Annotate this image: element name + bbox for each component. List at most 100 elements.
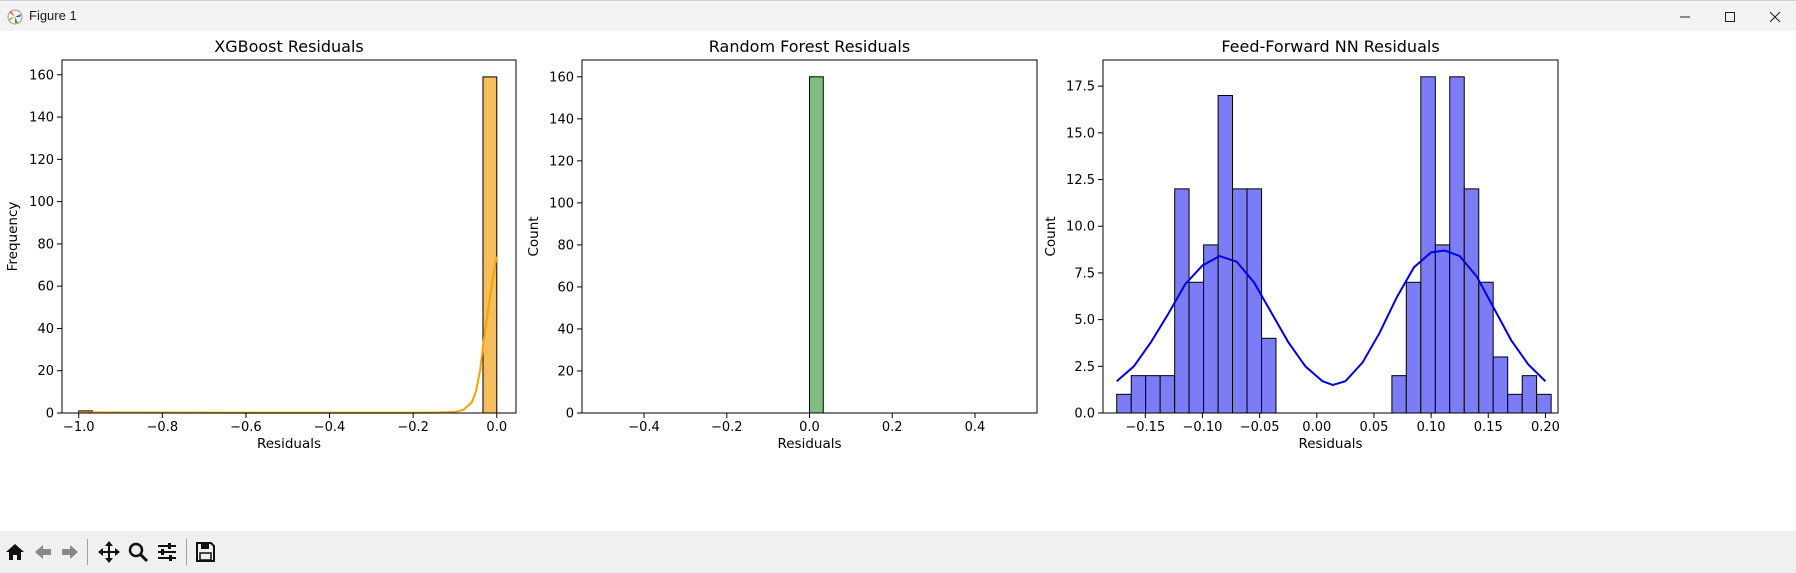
x-tick-label: 0.2 <box>882 420 903 435</box>
pan-button[interactable] <box>96 539 122 565</box>
x-tick-label: 0.00 <box>1302 420 1331 435</box>
y-tick-label: 20 <box>557 364 574 379</box>
x-tick-label: −0.05 <box>1240 420 1280 435</box>
zoom-button[interactable] <box>125 539 151 565</box>
x-tick-label: −0.8 <box>147 420 179 435</box>
figure-svg: −1.0 −0.8 −0.6 −0.4 −0.2 0.002040608010012014… <box>5 37 1560 452</box>
histogram-bar <box>1188 281 1205 414</box>
y-tick-label: 120 <box>29 153 54 168</box>
x-tick-label: 0.20 <box>1531 420 1560 435</box>
histogram-bar <box>1507 393 1523 414</box>
maximize-button[interactable] <box>1707 1 1753 32</box>
kde-line <box>78 256 498 414</box>
axes-frame <box>61 59 517 414</box>
x-axis-label: Residuals <box>1298 436 1362 452</box>
y-tick-label: 140 <box>549 112 574 127</box>
figure-canvas[interactable]: −1.0 −0.8 −0.6 −0.4 −0.2 0.0 0 20 40 60 80 100 120 14… <box>0 31 1796 531</box>
x-tick-label: −0.4 <box>628 420 660 435</box>
x-tick-label: −0.15 <box>1125 420 1165 435</box>
y-tick-label: 12.5 <box>1066 173 1095 188</box>
histogram-bar <box>1449 76 1465 414</box>
x-tick-label: −1.0 <box>63 420 95 435</box>
x-tick-label: 0.0 <box>486 420 507 435</box>
x-tick-label: −0.6 <box>230 420 262 435</box>
toolbar-separator <box>186 539 187 565</box>
chart-title: Random Forest Residuals <box>709 37 910 56</box>
y-tick-label: 160 <box>549 70 574 85</box>
window-title: Figure 1 <box>29 8 77 23</box>
minimize-icon <box>1680 16 1690 17</box>
close-button[interactable] <box>1752 1 1796 32</box>
y-tick-label: 40 <box>557 322 574 337</box>
configure-subplots-icon <box>158 543 176 561</box>
axes-frame <box>1102 59 1559 414</box>
pan-move-icon <box>98 541 120 563</box>
x-axis-label: Residuals <box>777 436 841 452</box>
y-tick-label: 15.0 <box>1066 126 1095 141</box>
y-tick-label: 40 <box>37 322 54 337</box>
histogram-bar <box>1130 375 1147 414</box>
y-tick-label: 120 <box>549 154 574 169</box>
back-button[interactable] <box>30 539 56 565</box>
y-tick-label: 60 <box>37 280 54 295</box>
histogram-bar <box>1261 337 1277 414</box>
histogram-bar <box>1246 188 1263 414</box>
y-axis-label: Count <box>1043 216 1059 256</box>
back-arrow-icon <box>35 545 51 559</box>
y-tick-label: 0 <box>46 407 54 422</box>
forward-arrow-icon <box>62 545 78 559</box>
navigation-toolbar <box>0 531 1796 573</box>
x-axis-label: Residuals <box>257 436 321 452</box>
histogram-bar <box>1434 244 1451 414</box>
histogram-bar <box>1463 188 1480 414</box>
x-tick-label: −0.2 <box>711 420 743 435</box>
histogram-bar <box>1174 188 1190 414</box>
histogram-bar <box>1521 375 1538 414</box>
histogram-bar <box>1145 375 1161 414</box>
x-tick-label: −0.2 <box>397 420 429 435</box>
y-tick-label: 60 <box>557 280 574 295</box>
x-tick-label: 0.15 <box>1474 420 1503 435</box>
save-floppy-icon <box>196 542 215 562</box>
y-tick-label: 0.0 <box>1074 407 1095 422</box>
forward-button[interactable] <box>57 539 83 565</box>
y-tick-label: 17.5 <box>1066 80 1095 95</box>
y-tick-label: 0 <box>566 407 574 422</box>
histogram-bar <box>1116 393 1132 414</box>
home-button[interactable] <box>2 539 28 565</box>
window-titlebar: Figure 1 <box>0 0 1796 31</box>
x-tick-label: 0.0 <box>799 420 820 435</box>
save-button[interactable] <box>192 539 218 565</box>
histogram-bar <box>1159 375 1176 414</box>
y-tick-label: 100 <box>549 196 574 211</box>
histogram-bar <box>1217 94 1234 414</box>
configure-subplots-button[interactable] <box>154 539 180 565</box>
chart-title: XGBoost Residuals <box>214 37 364 56</box>
y-tick-label: 80 <box>37 237 54 252</box>
histogram-bar <box>1492 356 1509 414</box>
histogram-bar <box>1420 76 1436 414</box>
close-icon <box>1769 11 1781 22</box>
x-tick-label: 0.05 <box>1359 420 1388 435</box>
y-axis-label: Count <box>526 216 542 256</box>
kde-line <box>1116 249 1547 387</box>
subplot-3 <box>1098 59 1559 418</box>
y-tick-label: 160 <box>29 68 54 83</box>
home-icon <box>6 544 24 560</box>
y-tick-label: 20 <box>37 364 54 379</box>
zoom-magnifier-icon <box>128 542 149 563</box>
y-tick-label: 100 <box>29 195 54 210</box>
subplot-2 <box>577 59 1038 418</box>
histogram-bar <box>809 76 824 414</box>
matplotlib-logo-icon <box>7 9 23 25</box>
minimize-button[interactable] <box>1662 1 1708 32</box>
x-tick-label: 0.4 <box>965 420 986 435</box>
histogram-bar <box>1391 375 1407 414</box>
histogram-bar <box>1232 188 1248 414</box>
histogram-bar <box>1203 244 1219 414</box>
y-tick-label: 5.0 <box>1074 313 1095 328</box>
maximize-icon <box>1725 11 1735 22</box>
chart-title: Feed-Forward NN Residuals <box>1221 37 1439 56</box>
x-tick-label: 0.10 <box>1417 420 1446 435</box>
histogram-bar <box>1536 393 1552 414</box>
